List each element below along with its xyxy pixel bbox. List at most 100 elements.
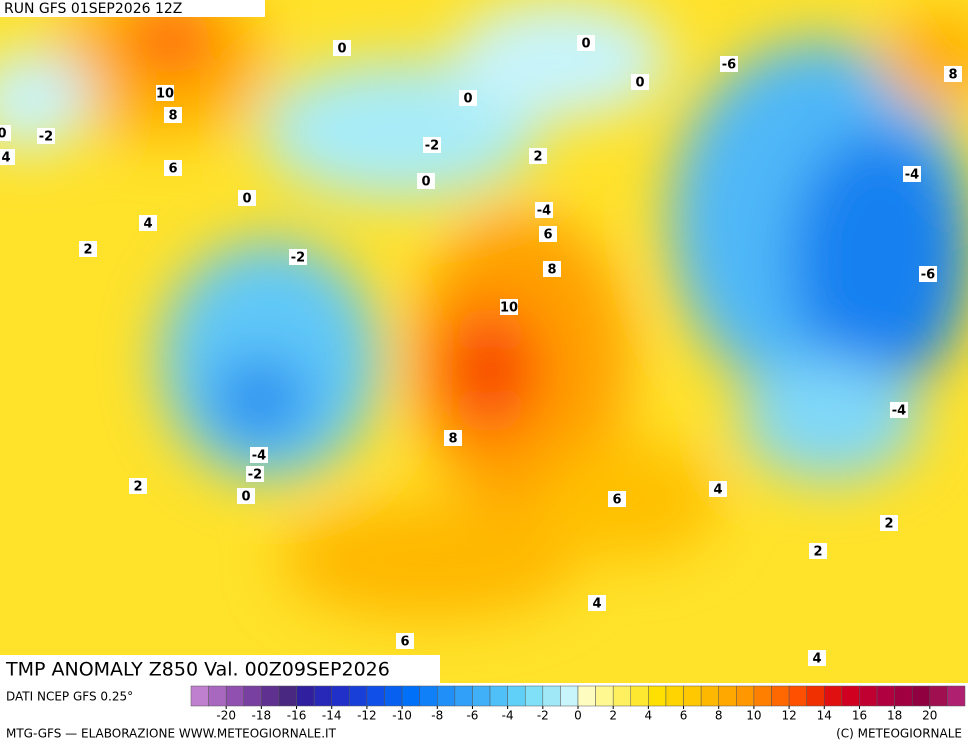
contour-label: 2: [83, 243, 92, 258]
contour-label-bg: [543, 261, 561, 277]
contour-label-bg: [423, 137, 441, 153]
colorbar-swatch: [577, 685, 596, 707]
contour-label-bg: [396, 633, 414, 649]
colorbar-tick-label: 4: [645, 709, 653, 723]
colorbar-swatch: [718, 685, 737, 707]
contour-label: 8: [547, 263, 556, 278]
colorbar-tick-label: -10: [392, 709, 412, 723]
contour-label: 0: [581, 37, 590, 52]
contour-label: 0: [337, 42, 346, 57]
contour-label-bg: [535, 202, 553, 218]
colorbar-swatch: [243, 685, 262, 707]
contour-label-bg: [709, 481, 727, 497]
colorbar-swatch: [771, 685, 790, 707]
copyright: (C) METEOGIORNALE: [836, 727, 962, 741]
colorbar-swatch: [841, 685, 860, 707]
colorbar-tick-label: 2: [609, 709, 617, 723]
contour-label-bg: [720, 56, 738, 72]
colorbar-swatch: [261, 685, 280, 707]
contour-label-bg: [79, 241, 97, 257]
contour-label: -2: [39, 130, 53, 145]
contour-label-bg: [880, 515, 898, 531]
contour-label-bg: [919, 266, 937, 282]
colorbar-swatch: [225, 685, 245, 707]
colorbar-swatch: [947, 685, 966, 707]
contour-label-bg: [577, 35, 595, 51]
contour-label: 0: [241, 490, 250, 505]
colorbar-swatch: [208, 685, 227, 707]
contour-label-bg: [808, 650, 826, 666]
contour-label: 8: [948, 68, 957, 83]
colorbar-swatch: [366, 685, 385, 707]
colorbar-swatch: [190, 685, 209, 707]
colorbar-tick-label: -6: [466, 709, 478, 723]
colorbar-tick-label: 6: [680, 709, 688, 723]
colorbar-swatch: [788, 685, 807, 707]
contour-label-bg: [417, 173, 435, 189]
colorbar-swatch: [349, 685, 368, 707]
contour-label: -6: [921, 268, 935, 283]
colorbar-swatch: [454, 685, 473, 707]
colorbar-swatch: [700, 685, 719, 707]
colorbar-swatch: [507, 685, 526, 707]
footer: MTG-GFS — ELABORAZIONE WWW.METEOGIORNALE…: [6, 727, 337, 741]
colorbar-swatch: [736, 685, 755, 707]
contour-label: 8: [448, 432, 457, 447]
contour-label-bg: [608, 491, 626, 507]
colorbar-tick-label: 16: [852, 709, 867, 723]
contour-label: -4: [892, 404, 906, 419]
contour-label: 10: [500, 301, 518, 316]
contour-label-bg: [809, 543, 827, 559]
colorbar-swatch: [560, 685, 579, 707]
colorbar-tick-label: -4: [502, 709, 514, 723]
contour-label-bg: [139, 215, 157, 231]
colorbar-swatch: [665, 685, 684, 707]
contour-label: -2: [248, 468, 262, 483]
colorbar-swatch: [929, 685, 948, 707]
contour-label: 10: [156, 87, 174, 102]
colorbar-tick-label: 18: [887, 709, 902, 723]
colorbar-swatch: [824, 685, 843, 707]
colorbar-swatch: [331, 685, 350, 707]
contour-label: 0: [242, 192, 251, 207]
contour-label-bg: [444, 430, 462, 446]
colorbar-tick-label: -2: [537, 709, 549, 723]
colorbar-tick-label: -8: [431, 709, 443, 723]
colorbar-tick-label: -16: [287, 709, 307, 723]
map-title: TMP ANOMALY Z850 Val. 00Z09SEP2026: [5, 659, 390, 681]
contour-label: 4: [592, 597, 601, 612]
colorbar-tick-label: -20: [216, 709, 236, 723]
colorbar-tick-label: 10: [746, 709, 761, 723]
colorbar-swatch: [683, 685, 702, 707]
colorbar-tick-label: -12: [357, 709, 377, 723]
contour-label-bg: [238, 190, 256, 206]
contour-label-bg: [156, 85, 174, 101]
colorbar-tick-label: 20: [922, 709, 937, 723]
contour-label: 8: [168, 109, 177, 124]
colorbar-tick-label: -18: [252, 709, 272, 723]
colorbar-swatch: [313, 685, 332, 707]
contour-label-bg: [333, 40, 351, 56]
colorbar-swatch: [806, 685, 825, 707]
contour-label: -6: [722, 58, 736, 73]
colorbar-swatch: [648, 685, 667, 707]
contour-label-bg: [631, 74, 649, 90]
colorbar-swatch: [894, 685, 913, 707]
contour-label: 6: [168, 162, 177, 177]
contour-label: 4: [143, 217, 152, 232]
colorbar-swatch: [753, 685, 772, 707]
contour-label: 2: [533, 150, 542, 165]
contour-label: 0: [635, 76, 644, 91]
contour-label-bg: [0, 149, 15, 165]
colorbar-swatch: [524, 685, 544, 707]
contour-label: 4: [1, 151, 10, 166]
contour-label: -4: [905, 168, 919, 183]
contour-label-bg: [250, 447, 268, 463]
colorbar-swatch: [612, 685, 632, 707]
contour-label: 0: [0, 127, 7, 142]
contour-label-bg: [500, 299, 518, 315]
run-box: [0, 0, 265, 17]
colorbar-swatch: [278, 685, 297, 707]
colorbar-swatch: [401, 685, 420, 707]
contour-label: 6: [400, 635, 409, 650]
